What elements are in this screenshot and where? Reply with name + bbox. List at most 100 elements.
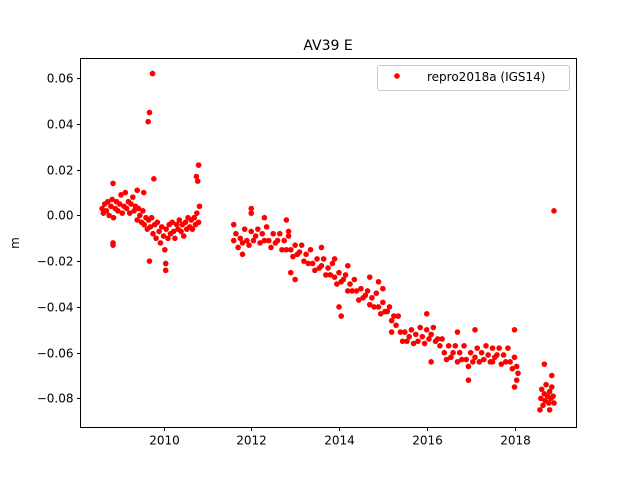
data-point [110, 240, 116, 246]
data-point [391, 313, 397, 319]
data-point [369, 294, 375, 301]
data-point [296, 249, 303, 255]
data-point [173, 221, 180, 228]
y-tick-label: 0.06 [47, 72, 74, 86]
data-point [439, 336, 445, 342]
data-point [252, 233, 259, 239]
data-point [452, 343, 459, 349]
data-point [230, 237, 237, 244]
data-point [437, 343, 443, 349]
data-point [428, 359, 434, 365]
data-point [129, 194, 136, 200]
data-point [375, 278, 382, 285]
data-point [157, 240, 164, 246]
chart-title: AV39 E [303, 38, 352, 54]
data-point [99, 205, 105, 212]
data-point [195, 219, 202, 226]
data-point [513, 377, 520, 383]
data-point [115, 208, 121, 214]
data-point [283, 246, 290, 253]
data-point [257, 240, 263, 246]
x-axis-ticks: 2010 2012 2014 2016 2018 [149, 427, 531, 448]
data-point [548, 372, 555, 379]
data-point [331, 274, 338, 281]
data-point [426, 336, 432, 342]
data-point [116, 201, 123, 207]
data-point [404, 338, 410, 345]
data-point [421, 340, 428, 347]
data-point [170, 228, 177, 235]
data-point [244, 237, 250, 244]
data-point [454, 329, 461, 335]
data-point [279, 246, 285, 253]
data-point [110, 214, 117, 221]
data-point [364, 288, 371, 294]
data-point [104, 198, 111, 205]
data-point [230, 221, 237, 228]
data-point [146, 258, 153, 264]
data-point [250, 237, 257, 244]
data-point [169, 219, 176, 226]
data-point [480, 356, 487, 363]
x-tick-label: 2012 [236, 434, 267, 448]
data-point [336, 304, 342, 310]
data-point [248, 228, 255, 235]
data-point [344, 288, 351, 294]
data-point [248, 205, 255, 212]
y-tick-label: −0.02 [37, 255, 74, 269]
data-point [430, 324, 437, 331]
y-axis-ticks: −0.08 −0.06 −0.04 −0.02 0.00 0.02 0.04 0.06 [37, 72, 81, 406]
data-point [194, 210, 200, 216]
data-point [312, 267, 318, 274]
data-point [163, 226, 169, 232]
data-point [108, 203, 114, 210]
data-point [351, 276, 358, 283]
data-point [406, 333, 413, 340]
data-point [380, 299, 386, 306]
data-point [123, 205, 130, 212]
data-point [194, 178, 201, 184]
data-point [331, 256, 338, 262]
data-point [259, 230, 266, 237]
data-point [476, 359, 483, 365]
data-point [239, 251, 246, 258]
data-point [454, 359, 461, 365]
data-point [261, 214, 268, 221]
data-point [307, 246, 314, 253]
data-point [550, 393, 556, 399]
data-point [347, 281, 353, 287]
data-point [456, 349, 463, 356]
data-point [543, 381, 549, 388]
data-point [423, 327, 430, 333]
data-point [338, 313, 345, 319]
data-point [255, 226, 261, 232]
data-point [344, 262, 351, 269]
data-point [445, 343, 452, 349]
data-point [375, 304, 382, 310]
data-point [301, 258, 307, 264]
data-point [162, 267, 169, 274]
data-point [156, 228, 162, 235]
data-point [502, 359, 509, 365]
data-point [276, 230, 283, 237]
y-tick-label: −0.04 [37, 301, 74, 315]
data-point [135, 205, 142, 212]
data-point [489, 345, 496, 351]
data-point [399, 338, 406, 345]
data-point [110, 180, 116, 187]
data-point [172, 235, 178, 242]
data-point [151, 176, 157, 182]
data-point [180, 233, 187, 239]
data-point [292, 276, 298, 283]
data-point [465, 377, 472, 383]
data-point [162, 246, 168, 253]
data-point [397, 329, 404, 335]
data-point [134, 187, 140, 194]
data-point [318, 262, 325, 269]
x-tick-label: 2016 [412, 434, 443, 448]
legend-box [377, 65, 570, 91]
data-point [196, 203, 203, 210]
legend-label: repro2018a (IGS14) [427, 70, 545, 84]
data-point [148, 214, 155, 221]
